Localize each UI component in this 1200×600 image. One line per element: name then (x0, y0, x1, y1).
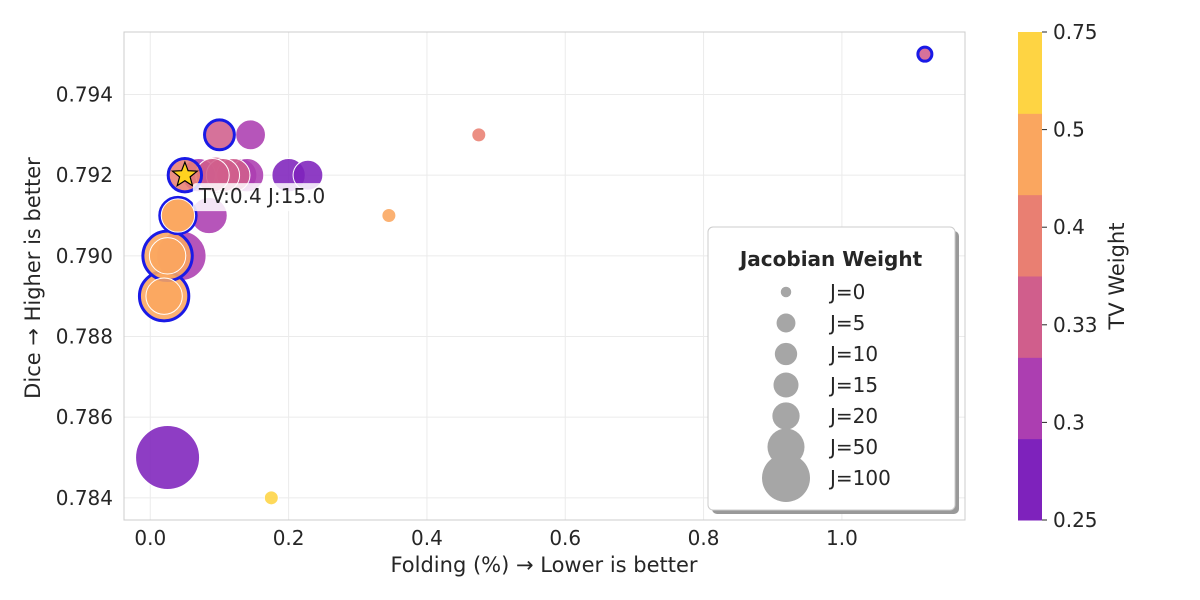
data-point (263, 490, 279, 506)
colorbar-tick-label: 0.4 (1053, 215, 1085, 239)
legend-entry-label: J=10 (828, 342, 878, 366)
colorbar-segment (1018, 194, 1042, 277)
legend-size-marker (780, 286, 792, 298)
legend-entry-label: J=50 (828, 435, 878, 459)
data-point (148, 237, 187, 275)
highlight-star-marker (170, 160, 199, 188)
x-tick-label: 1.0 (826, 526, 858, 550)
y-tick-label: 0.786 (56, 405, 113, 429)
y-tick-label: 0.790 (56, 244, 113, 268)
colorbar: 0.25 0.3 0.33 0.4 0.5 0.75 (1018, 20, 1098, 532)
annotation-box (192, 183, 343, 212)
legend-size-marker (762, 454, 810, 502)
data-point (235, 119, 266, 151)
y-tick-label: 0.792 (56, 163, 113, 187)
highlight-annotation: TV:0.4 J:15.0 (170, 160, 343, 212)
y-tick-label: 0.784 (56, 486, 113, 510)
legend-size-marker (772, 402, 800, 430)
colorbar-tick-label: 0.25 (1053, 508, 1098, 532)
annotation-label: TV:0.4 J:15.0 (198, 184, 325, 208)
x-tick-label: 0.8 (688, 526, 720, 550)
pareto-point (203, 118, 236, 152)
x-axis-label: Folding (%) → Lower is better (390, 553, 697, 577)
legend-entry-label: J=5 (828, 311, 865, 335)
legend-entry-label: J=15 (828, 373, 878, 397)
x-tick-label: 0.2 (273, 526, 305, 550)
legend-size-marker (774, 342, 798, 366)
x-axis-ticks: 0.0 0.2 0.4 0.6 0.8 1.0 (134, 526, 857, 550)
data-points (135, 45, 934, 506)
colorbar-segment (1018, 32, 1042, 114)
colorbar-tick-label: 0.33 (1053, 313, 1098, 337)
y-tick-label: 0.788 (56, 324, 113, 348)
plot-frame (123, 31, 966, 521)
x-tick-label: 0.4 (411, 526, 443, 550)
colorbar-segment (1018, 113, 1042, 196)
data-point (145, 277, 183, 315)
colorbar-segment (1018, 357, 1042, 440)
legend-title: Jacobian Weight (738, 247, 923, 271)
colorbar-tick-label: 0.75 (1053, 20, 1098, 44)
legend-size-marker (776, 313, 796, 333)
legend-entry-label: J=100 (828, 466, 891, 490)
legend-size-marker (773, 372, 799, 398)
pareto-point (916, 45, 934, 63)
y-axis-ticks: 0.784 0.786 0.788 0.790 0.792 0.794 (56, 83, 113, 510)
x-tick-label: 0.6 (549, 526, 581, 550)
colorbar-label: TV Weight (1105, 222, 1129, 330)
legend-entries: J=0 J=5 J=10 J=15 J=20 J=50 J=100 (762, 280, 891, 502)
legend-entry-label: J=20 (828, 404, 878, 428)
y-tick-label: 0.794 (56, 83, 113, 107)
x-tick-label: 0.0 (134, 526, 166, 550)
data-point (135, 424, 201, 490)
data-point (381, 208, 397, 224)
colorbar-tick-label: 0.3 (1053, 410, 1085, 434)
size-legend: Jacobian Weight J=0J=5J=10J=15J=20J=50J=… (707, 226, 959, 514)
colorbar-tick-label: 0.5 (1053, 118, 1085, 142)
colorbar-segment (1018, 438, 1042, 521)
data-point (160, 198, 196, 233)
y-axis-label: Dice → Higher is better (21, 157, 45, 399)
data-point (471, 127, 487, 143)
colorbar-segment (1018, 276, 1042, 358)
legend-entry-label: J=0 (828, 280, 865, 304)
